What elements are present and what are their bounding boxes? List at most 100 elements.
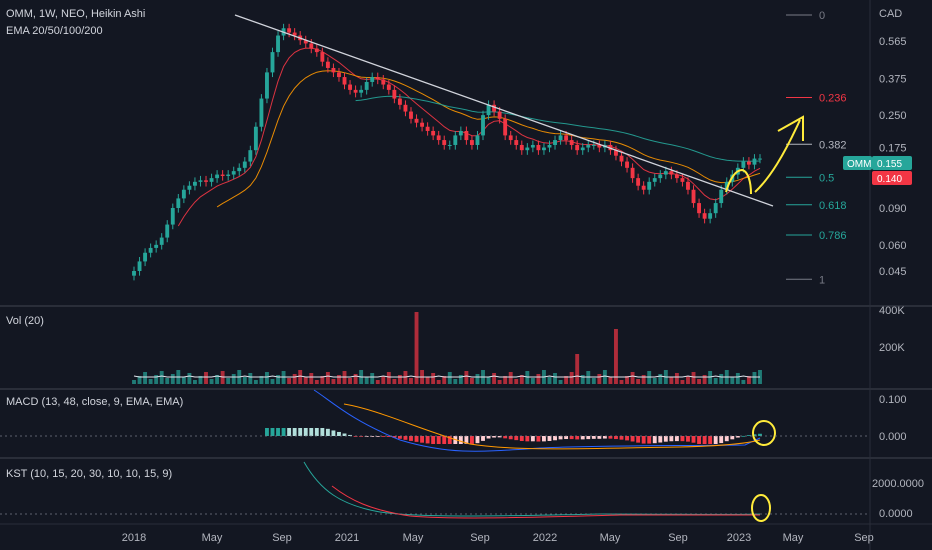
candle-body[interactable] bbox=[741, 161, 746, 168]
candle-body[interactable] bbox=[580, 147, 585, 151]
candle-body[interactable] bbox=[198, 180, 203, 182]
candle-body[interactable] bbox=[386, 84, 391, 90]
kst-pane-title[interactable]: KST (10, 15, 20, 30, 10, 10, 15, 9) bbox=[6, 468, 172, 480]
candle-body[interactable] bbox=[608, 144, 613, 151]
candle-body[interactable] bbox=[364, 81, 369, 90]
candle-body[interactable] bbox=[542, 147, 546, 151]
candle-body[interactable] bbox=[547, 144, 552, 148]
candle-body[interactable] bbox=[253, 126, 258, 151]
candle-body[interactable] bbox=[597, 144, 602, 148]
candle-body[interactable] bbox=[591, 144, 596, 146]
candle-body[interactable] bbox=[165, 224, 170, 238]
candle-body[interactable] bbox=[464, 130, 469, 141]
price-axis[interactable]: 0.565 0.375 0.250 0.175 0.090 0.060 0.045 bbox=[879, 36, 907, 278]
candle-body[interactable] bbox=[719, 189, 724, 204]
candle-body[interactable] bbox=[530, 144, 535, 148]
candle-body[interactable] bbox=[181, 189, 186, 199]
candle-body[interactable] bbox=[309, 43, 314, 49]
candle-body[interactable] bbox=[553, 140, 557, 145]
candle-body[interactable] bbox=[314, 48, 319, 53]
candle-body[interactable] bbox=[752, 158, 757, 165]
annotation-arrow[interactable] bbox=[754, 119, 801, 193]
candle-body[interactable] bbox=[558, 135, 563, 141]
candle-body[interactable] bbox=[575, 144, 580, 151]
candle-body[interactable] bbox=[680, 178, 685, 182]
candle-body[interactable] bbox=[469, 140, 474, 145]
candle-body[interactable] bbox=[414, 118, 419, 123]
candle-body[interactable] bbox=[237, 167, 242, 172]
candle-body[interactable] bbox=[176, 198, 181, 208]
candle-body[interactable] bbox=[625, 161, 629, 168]
candle-body[interactable] bbox=[148, 247, 153, 253]
candle-body[interactable] bbox=[708, 213, 713, 219]
candle-body[interactable] bbox=[492, 104, 497, 112]
candle-body[interactable] bbox=[154, 244, 159, 248]
candle-body[interactable] bbox=[674, 174, 679, 179]
candle-body[interactable] bbox=[381, 79, 386, 85]
candle-body[interactable] bbox=[458, 130, 463, 136]
candle-body[interactable] bbox=[525, 147, 530, 151]
candle-body[interactable] bbox=[691, 189, 696, 204]
macd-annotation-circle[interactable] bbox=[752, 420, 776, 446]
candle-body[interactable] bbox=[270, 52, 275, 73]
candle-body[interactable] bbox=[481, 115, 485, 136]
time-axis[interactable]: 2018 May Sep 2021 May Sep 2022 May Sep 2023 May Sep bbox=[122, 532, 874, 544]
candle-body[interactable] bbox=[215, 174, 220, 179]
candle-body[interactable] bbox=[436, 135, 441, 141]
candle-body[interactable] bbox=[569, 140, 574, 145]
candle-body[interactable] bbox=[536, 144, 541, 151]
candle-body[interactable] bbox=[636, 178, 641, 186]
candle-body[interactable] bbox=[431, 130, 436, 136]
candle-body[interactable] bbox=[724, 181, 729, 190]
candle-body[interactable] bbox=[447, 144, 452, 146]
fibonacci-retracement[interactable]: 0 0.236 0.382 0.5 0.618 0.786 1 bbox=[786, 10, 847, 286]
annotations[interactable] bbox=[725, 115, 804, 522]
candle-body[interactable] bbox=[503, 118, 508, 136]
candle-body[interactable] bbox=[159, 237, 164, 245]
candle-body[interactable] bbox=[137, 261, 142, 271]
candle-body[interactable] bbox=[248, 150, 253, 162]
candle-body[interactable] bbox=[204, 180, 208, 182]
candle-body[interactable] bbox=[658, 174, 663, 179]
annotation-arc[interactable] bbox=[725, 168, 752, 195]
candle-body[interactable] bbox=[514, 140, 519, 145]
candle-body[interactable] bbox=[619, 155, 624, 162]
annotation-arrowhead[interactable] bbox=[777, 115, 804, 141]
candle-body[interactable] bbox=[508, 135, 513, 141]
trendline[interactable] bbox=[234, 14, 774, 207]
candle-body[interactable] bbox=[497, 111, 502, 119]
candle-body[interactable] bbox=[663, 171, 668, 175]
candle-body[interactable] bbox=[486, 104, 491, 116]
candle-body[interactable] bbox=[746, 161, 751, 165]
candle-body[interactable] bbox=[320, 52, 325, 62]
candle-body[interactable] bbox=[475, 135, 480, 145]
candle-body[interactable] bbox=[132, 271, 136, 276]
candle-body[interactable] bbox=[170, 207, 175, 225]
candle-body[interactable] bbox=[226, 174, 231, 176]
candle-body[interactable] bbox=[442, 140, 447, 145]
candle-body[interactable] bbox=[303, 40, 308, 44]
candle-body[interactable] bbox=[342, 77, 347, 85]
candle-body[interactable] bbox=[265, 72, 269, 99]
candle-body[interactable] bbox=[686, 181, 690, 190]
candle-body[interactable] bbox=[647, 181, 652, 190]
candle-body[interactable] bbox=[425, 126, 430, 131]
macd-pane-title[interactable]: MACD (13, 48, close, 9, EMA, EMA) bbox=[6, 396, 183, 408]
candle-body[interactable] bbox=[242, 161, 247, 168]
candle-body[interactable] bbox=[392, 89, 397, 99]
candle-body[interactable] bbox=[397, 98, 402, 105]
volume-pane-title[interactable]: Vol (20) bbox=[6, 315, 44, 327]
candle-body[interactable] bbox=[276, 35, 280, 53]
candle-body[interactable] bbox=[586, 144, 591, 148]
candle-body[interactable] bbox=[259, 98, 264, 127]
candle-body[interactable] bbox=[231, 171, 236, 175]
candle-body[interactable] bbox=[192, 181, 197, 186]
candle-body[interactable] bbox=[143, 252, 148, 262]
candle-body[interactable] bbox=[292, 32, 297, 36]
kst-annotation-circle[interactable] bbox=[751, 494, 771, 522]
candle-body[interactable] bbox=[758, 158, 762, 160]
ema-legend[interactable]: EMA 20/50/100/200 bbox=[6, 25, 103, 37]
candle-body[interactable] bbox=[370, 77, 375, 82]
candle-body[interactable] bbox=[409, 111, 413, 119]
